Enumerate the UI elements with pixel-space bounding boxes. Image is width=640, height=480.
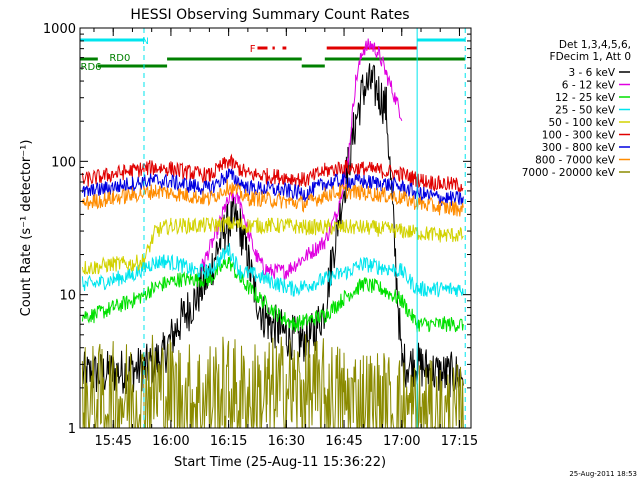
chart-title: HESSI Observing Summary Count Rates xyxy=(130,7,409,23)
series-layer xyxy=(81,38,464,430)
y-axis: 1 10 100 1000 xyxy=(43,22,471,437)
series-line-5 xyxy=(81,216,464,276)
y-tick-label: 1000 xyxy=(43,22,76,37)
y-axis-label: Count Rate (s⁻¹ detector⁻¹) xyxy=(19,140,34,317)
legend-header-line: Det 1,3,4,5,6, xyxy=(559,39,631,51)
flag-label-f: F xyxy=(250,44,256,55)
legend-entry-label: 800 - 7000 keV xyxy=(535,155,616,167)
series-line-8 xyxy=(81,179,464,217)
timestamp: 25-Aug-2011 18:53 xyxy=(569,470,637,478)
x-tick-label: 17:15 xyxy=(441,434,478,449)
flag-label-rd6: RD6 xyxy=(81,62,102,73)
x-tick-label: 16:15 xyxy=(210,434,247,449)
x-tick-label: 16:00 xyxy=(152,434,189,449)
y-tick-label: 100 xyxy=(51,155,76,170)
legend-entry-label: 7000 - 20000 keV xyxy=(522,167,616,179)
legend-entry-label: 50 - 100 keV xyxy=(548,117,615,129)
series-line-1 xyxy=(81,63,464,398)
x-tick-label: 16:30 xyxy=(268,434,305,449)
legend-header-line: FDecim 1, Att 0 xyxy=(550,51,631,63)
legend-entry-label: 3 - 6 keV xyxy=(568,67,615,79)
series-line-4 xyxy=(81,243,464,298)
legend-entry-label: 100 - 300 keV xyxy=(542,130,616,142)
y-tick-label: 1 xyxy=(68,422,76,437)
x-axis: 15:45 16:00 16:15 16:30 16:45 17:00 17:15 xyxy=(93,28,478,449)
x-tick-label: 16:45 xyxy=(325,434,362,449)
legend-entry-label: 25 - 50 keV xyxy=(555,105,616,117)
x-tick-label: 17:00 xyxy=(383,434,420,449)
flag-label-n: N xyxy=(142,37,149,47)
series-line-7 xyxy=(81,168,464,206)
legend-entry-label: 6 - 12 keV xyxy=(562,80,616,92)
series-line-9 xyxy=(81,334,464,430)
x-tick-label: 15:45 xyxy=(94,434,131,449)
legend-entry-label: 12 - 25 keV xyxy=(555,92,616,104)
y-tick-label: 10 xyxy=(59,289,76,304)
flag-label-rd0: RD0 xyxy=(109,53,130,64)
eclipse-boundaries xyxy=(143,28,466,428)
series-line-2 xyxy=(201,38,403,280)
x-axis-label: Start Time (25-Aug-11 15:36:22) xyxy=(174,455,386,470)
legend-entry-label: 300 - 800 keV xyxy=(542,142,616,154)
flag-bars: N F RD0 RD6 xyxy=(80,37,466,73)
series-line-3 xyxy=(81,255,464,333)
legend: Det 1,3,4,5,6,FDecim 1, Att 0 3 - 6 keV6 … xyxy=(522,39,631,179)
series-line-6 xyxy=(81,153,464,193)
plot-frame xyxy=(79,27,472,429)
